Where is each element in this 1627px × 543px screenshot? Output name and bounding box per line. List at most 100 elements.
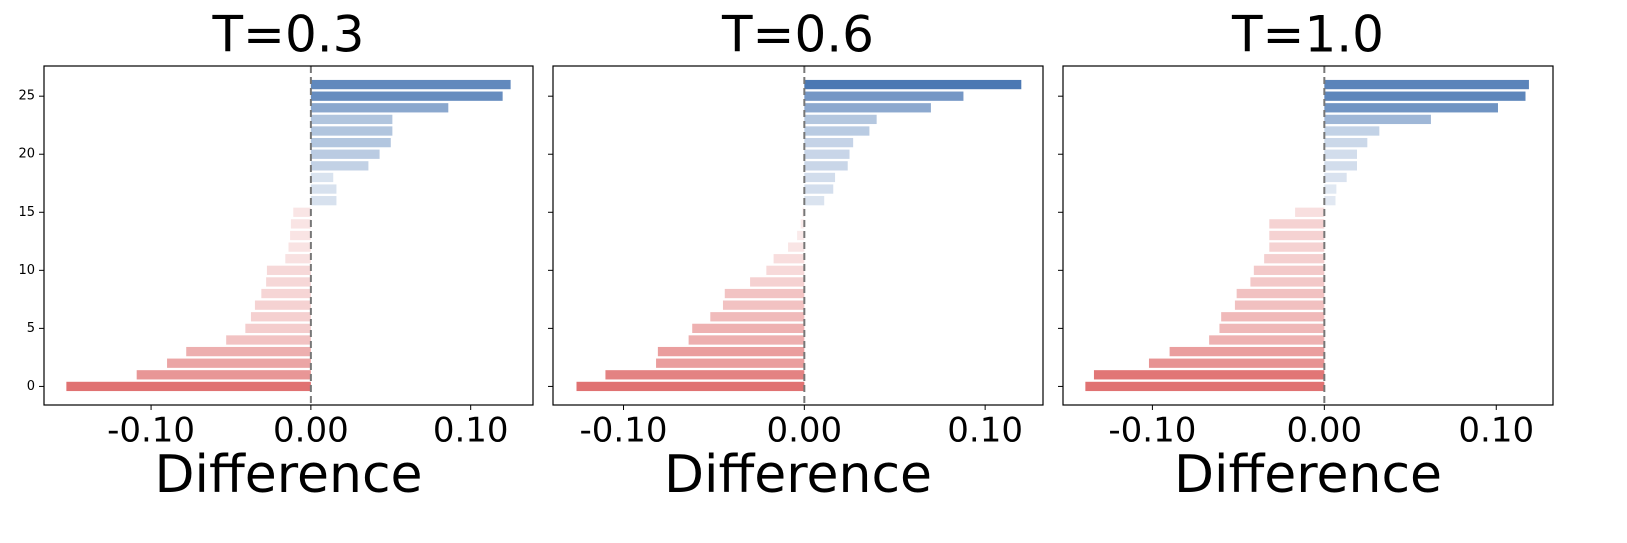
bar [310, 137, 391, 148]
bar [576, 381, 805, 392]
y-tick-label: 5 [27, 321, 35, 336]
bar [1236, 288, 1325, 299]
bar [1169, 346, 1325, 357]
bar [1269, 242, 1325, 252]
bar [1264, 254, 1325, 264]
plot-frame [552, 65, 1044, 406]
plot-frame [1062, 65, 1554, 406]
bar [310, 91, 503, 101]
bar [1221, 312, 1325, 322]
bar [1324, 184, 1337, 194]
bar [136, 370, 311, 380]
bar [310, 114, 393, 125]
bar [261, 288, 311, 299]
bar [1219, 323, 1325, 334]
bar [804, 137, 854, 148]
bar [290, 219, 311, 229]
chart-title: T=1.0 [1231, 6, 1384, 64]
bar [804, 114, 877, 125]
x-axis-label: Difference [1174, 445, 1442, 505]
x-axis-label: Difference [154, 445, 422, 505]
bar [288, 242, 311, 252]
bar [797, 230, 805, 241]
x-tick-label: -0.10 [580, 411, 668, 451]
bar [804, 79, 1022, 90]
bar [1324, 103, 1498, 113]
bar [1234, 300, 1325, 310]
bar [1250, 277, 1325, 287]
bar [800, 219, 805, 229]
bar [1324, 172, 1347, 183]
bar [1209, 335, 1325, 345]
bar [290, 230, 311, 241]
bar [804, 184, 834, 194]
bar [1085, 381, 1325, 392]
y-tick-label: 20 [18, 147, 35, 162]
bar [657, 346, 805, 357]
x-tick-label: 0.10 [433, 411, 509, 451]
bar [722, 300, 805, 310]
bar [1269, 219, 1325, 229]
x-tick-label: 0.00 [766, 411, 842, 451]
chart-title: T=0.6 [721, 6, 874, 64]
bar [1269, 230, 1325, 241]
bar [724, 288, 805, 299]
bar [1324, 149, 1357, 159]
bar [167, 358, 311, 368]
bar [710, 312, 805, 322]
y-tick-label: 0 [27, 379, 35, 394]
bar [605, 370, 805, 380]
bar [692, 323, 805, 334]
bar [788, 242, 805, 252]
bar [804, 172, 836, 183]
bar [186, 346, 311, 357]
x-tick-label: 0.10 [947, 411, 1023, 451]
bar [310, 184, 337, 194]
bar [310, 149, 380, 159]
bar [804, 103, 931, 113]
bar [310, 79, 511, 90]
x-tick-label: -0.10 [107, 411, 195, 451]
bar [254, 300, 311, 310]
y-tick-label: 25 [18, 89, 35, 104]
bar [1324, 79, 1529, 90]
bar [804, 126, 870, 136]
x-tick-label: 0.10 [1458, 411, 1534, 451]
bar [1253, 265, 1325, 275]
bar [656, 358, 805, 368]
bar [1324, 114, 1431, 125]
bar [250, 312, 311, 322]
bar [245, 323, 311, 334]
bar [1324, 137, 1368, 148]
plot-frame [43, 65, 534, 406]
bar [310, 126, 393, 136]
x-tick-label: 0.00 [1286, 411, 1362, 451]
bar [285, 254, 311, 264]
bar [310, 103, 449, 113]
x-tick-label: 0.00 [273, 411, 349, 451]
bar [1324, 126, 1380, 136]
bar [266, 265, 311, 275]
bar [1295, 207, 1325, 217]
bar [310, 161, 369, 171]
y-tick-label: 15 [18, 205, 35, 220]
bar [266, 277, 311, 287]
bar [688, 335, 805, 345]
bar [804, 161, 848, 171]
bar [1324, 161, 1357, 171]
bar [1324, 196, 1336, 206]
bar [1093, 370, 1325, 380]
bar [766, 265, 805, 275]
bar [804, 196, 825, 206]
bar [804, 91, 964, 101]
bar [293, 207, 311, 217]
bar [750, 277, 805, 287]
x-tick-label: -0.10 [1108, 411, 1196, 451]
bar [66, 381, 311, 392]
bar [1148, 358, 1325, 368]
chart-title: T=0.3 [212, 6, 365, 64]
bar [310, 172, 334, 183]
bar [804, 149, 850, 159]
bar [773, 254, 805, 264]
